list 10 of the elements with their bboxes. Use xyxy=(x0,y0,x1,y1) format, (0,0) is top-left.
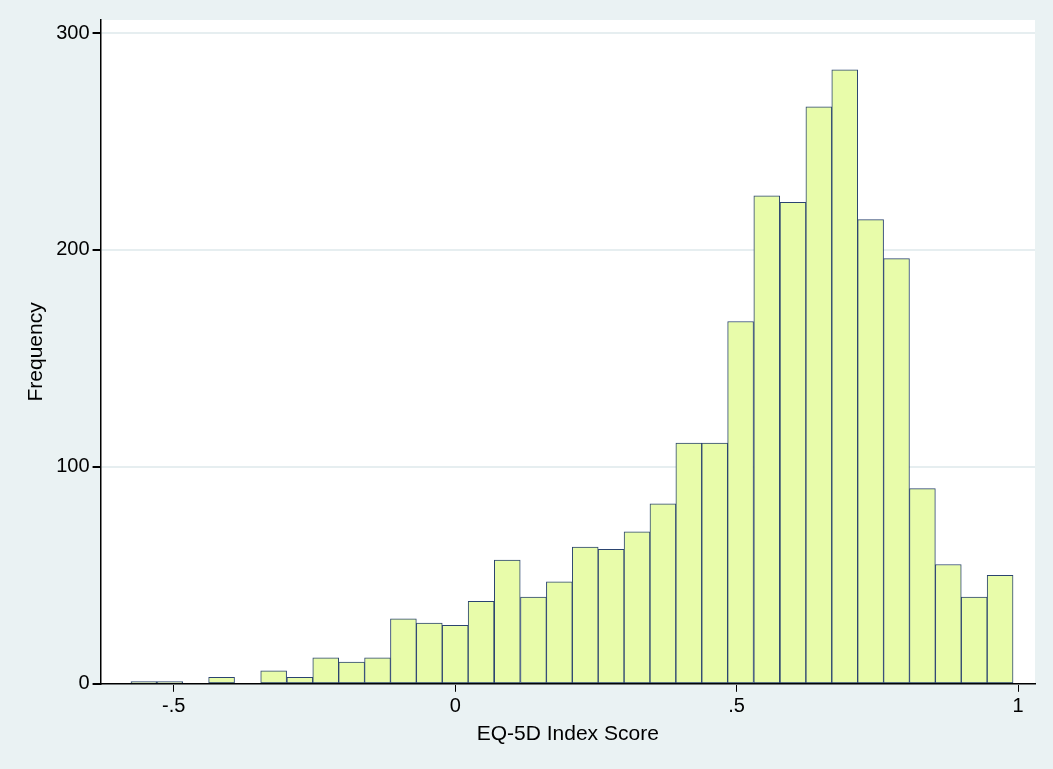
x-tick-label: -.5 xyxy=(162,694,186,717)
y-axis-title: Frequency xyxy=(23,301,47,402)
x-tick-label: 0 xyxy=(449,694,461,717)
y-tick-label: 100 xyxy=(56,454,90,477)
x-tick-label: .5 xyxy=(728,694,745,717)
y-tick-label: 300 xyxy=(56,20,90,43)
y-tick-label: 200 xyxy=(56,237,90,260)
x-tick-label: 1 xyxy=(1012,694,1024,717)
x-axis-title: EQ-5D Index Score xyxy=(476,721,659,745)
y-tick-label: 0 xyxy=(78,671,90,694)
